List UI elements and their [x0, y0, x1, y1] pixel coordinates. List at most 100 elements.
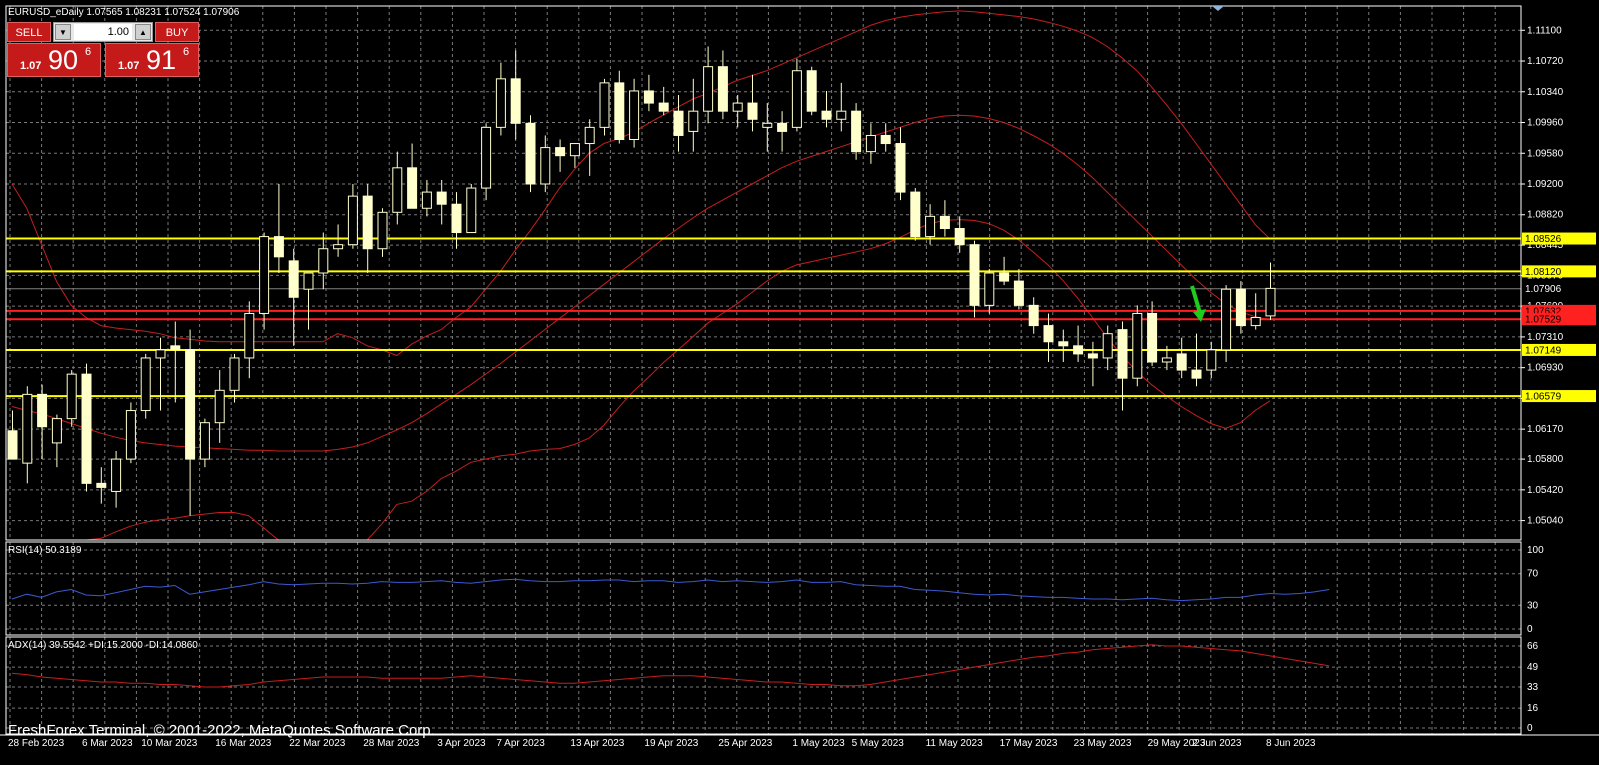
candle-bull	[925, 215, 936, 238]
date-label: 16 Mar 2023	[215, 738, 272, 749]
candle-bear	[1191, 369, 1202, 379]
candle-bear	[821, 110, 832, 120]
buy-price-button[interactable]: 1.07 91 6	[105, 43, 199, 77]
adx-tick-label: 0	[1527, 723, 1533, 734]
candle-bear	[96, 482, 107, 488]
level-price-label: 1.07529	[1525, 315, 1562, 326]
level-label-bg	[1522, 313, 1596, 326]
price-tick-label: 1.07310	[1527, 332, 1564, 343]
lot-size-input[interactable]	[74, 24, 132, 40]
candle-bear	[170, 345, 181, 351]
candle-bear	[954, 228, 965, 246]
candle-bull	[732, 102, 743, 112]
candle-bear	[510, 78, 521, 124]
candle-bear	[895, 143, 906, 193]
buy-price-fraction: 6	[183, 46, 190, 58]
price-tick-label: 1.10720	[1527, 56, 1564, 67]
candle-bull	[140, 357, 151, 412]
candle-bear	[1235, 288, 1246, 327]
pane-frames	[0, 5, 1599, 736]
candle-bear	[1147, 312, 1158, 363]
candle-bull	[1161, 357, 1172, 363]
rsi-tick-label: 70	[1527, 569, 1539, 580]
candle-bear	[1087, 353, 1098, 359]
date-label: 28 Feb 2023	[8, 738, 65, 749]
candle-bull	[125, 410, 136, 460]
candle-bull	[1132, 312, 1143, 379]
candle-bear	[1013, 280, 1024, 306]
candle-bull	[244, 312, 255, 359]
date-label: 22 Mar 2023	[289, 738, 346, 749]
candle-bear	[1176, 353, 1187, 371]
buy-button[interactable]: BUY	[155, 22, 199, 42]
candle-bull	[318, 248, 329, 274]
arrow-head	[1193, 309, 1206, 322]
candle-bear	[436, 191, 447, 205]
candle-bull	[762, 122, 773, 128]
date-label: 19 Apr 2023	[644, 738, 698, 749]
candle-bear	[407, 167, 418, 209]
buy-price-prefix: 1.07	[118, 60, 140, 72]
candle-bear	[288, 260, 299, 298]
candle-bear	[614, 82, 625, 141]
candle-bull	[333, 244, 344, 250]
candle-bear	[451, 203, 462, 234]
sell-button[interactable]: SELL	[7, 22, 51, 42]
candle-bear	[81, 373, 92, 484]
horizontal-levels	[6, 237, 1521, 398]
date-label: 23 May 2023	[1074, 738, 1132, 749]
candle-bear	[999, 272, 1010, 282]
candle-bull	[629, 90, 640, 140]
time-axis: 28 Feb 2023 6 Mar 2023 10 Mar 2023 16 Mar 2…	[8, 738, 1316, 749]
candle-bear	[673, 110, 684, 136]
level-label-bg	[1522, 390, 1596, 403]
date-label: 28 Mar 2023	[363, 738, 420, 749]
bollinger-bands	[11, 10, 1271, 541]
rsi-tick-label: 0	[1527, 624, 1533, 635]
candles	[7, 46, 1276, 516]
candle-bull	[66, 373, 77, 420]
candle-bull	[347, 195, 358, 246]
candle-bull	[421, 191, 432, 209]
window-scroll-marker[interactable]	[1212, 6, 1224, 11]
level-label-bg	[1522, 343, 1596, 356]
candle-bear	[185, 349, 196, 460]
green-arrow	[1190, 285, 1206, 322]
candle-bull	[703, 66, 714, 112]
candle-bear	[1058, 341, 1069, 347]
candle-bear	[1028, 304, 1039, 327]
symbol-title: EURUSD_eDaily 1.07565 1.08231 1.07524 1.…	[8, 7, 240, 18]
date-label: 1 May 2023	[792, 738, 845, 749]
candle-bear	[851, 110, 862, 153]
candle-bull	[392, 167, 403, 213]
lot-increase-button[interactable]: ▲	[135, 24, 151, 40]
candle-bull	[791, 70, 802, 128]
price-tick-label: 1.09200	[1527, 179, 1564, 190]
candle-bear	[1117, 329, 1128, 379]
candle-bull	[865, 134, 876, 153]
candle-bear	[806, 70, 817, 112]
candle-bull	[466, 187, 477, 234]
candle-bull	[688, 110, 699, 132]
bollinger-upper	[11, 10, 1271, 357]
candle-bear	[717, 66, 728, 112]
sell-price-button[interactable]: 1.07 90 6	[7, 43, 101, 77]
candle-bull	[111, 458, 122, 492]
pane-frame-main	[5, 5, 1522, 541]
indicator-lines	[11, 578, 1330, 688]
price-tick-label: 1.05420	[1527, 485, 1564, 496]
bollinger-lower	[12, 219, 1271, 541]
candle-bear	[777, 122, 788, 132]
level-price-label: 1.08526	[1525, 234, 1562, 245]
lot-decrease-button[interactable]: ▼	[55, 24, 71, 40]
candle-bull	[495, 78, 506, 128]
candle-bear	[910, 191, 921, 238]
candle-bear	[658, 102, 669, 112]
price-tick-label: 1.11100	[1527, 25, 1562, 36]
sell-price-prefix: 1.07	[20, 60, 42, 72]
candle-bear	[362, 195, 373, 250]
one-click-trading-panel: SELL ▼ ▲ BUY 1.07 90 6 1.07 91 6	[7, 22, 199, 78]
arrow-shaft	[1190, 285, 1202, 314]
